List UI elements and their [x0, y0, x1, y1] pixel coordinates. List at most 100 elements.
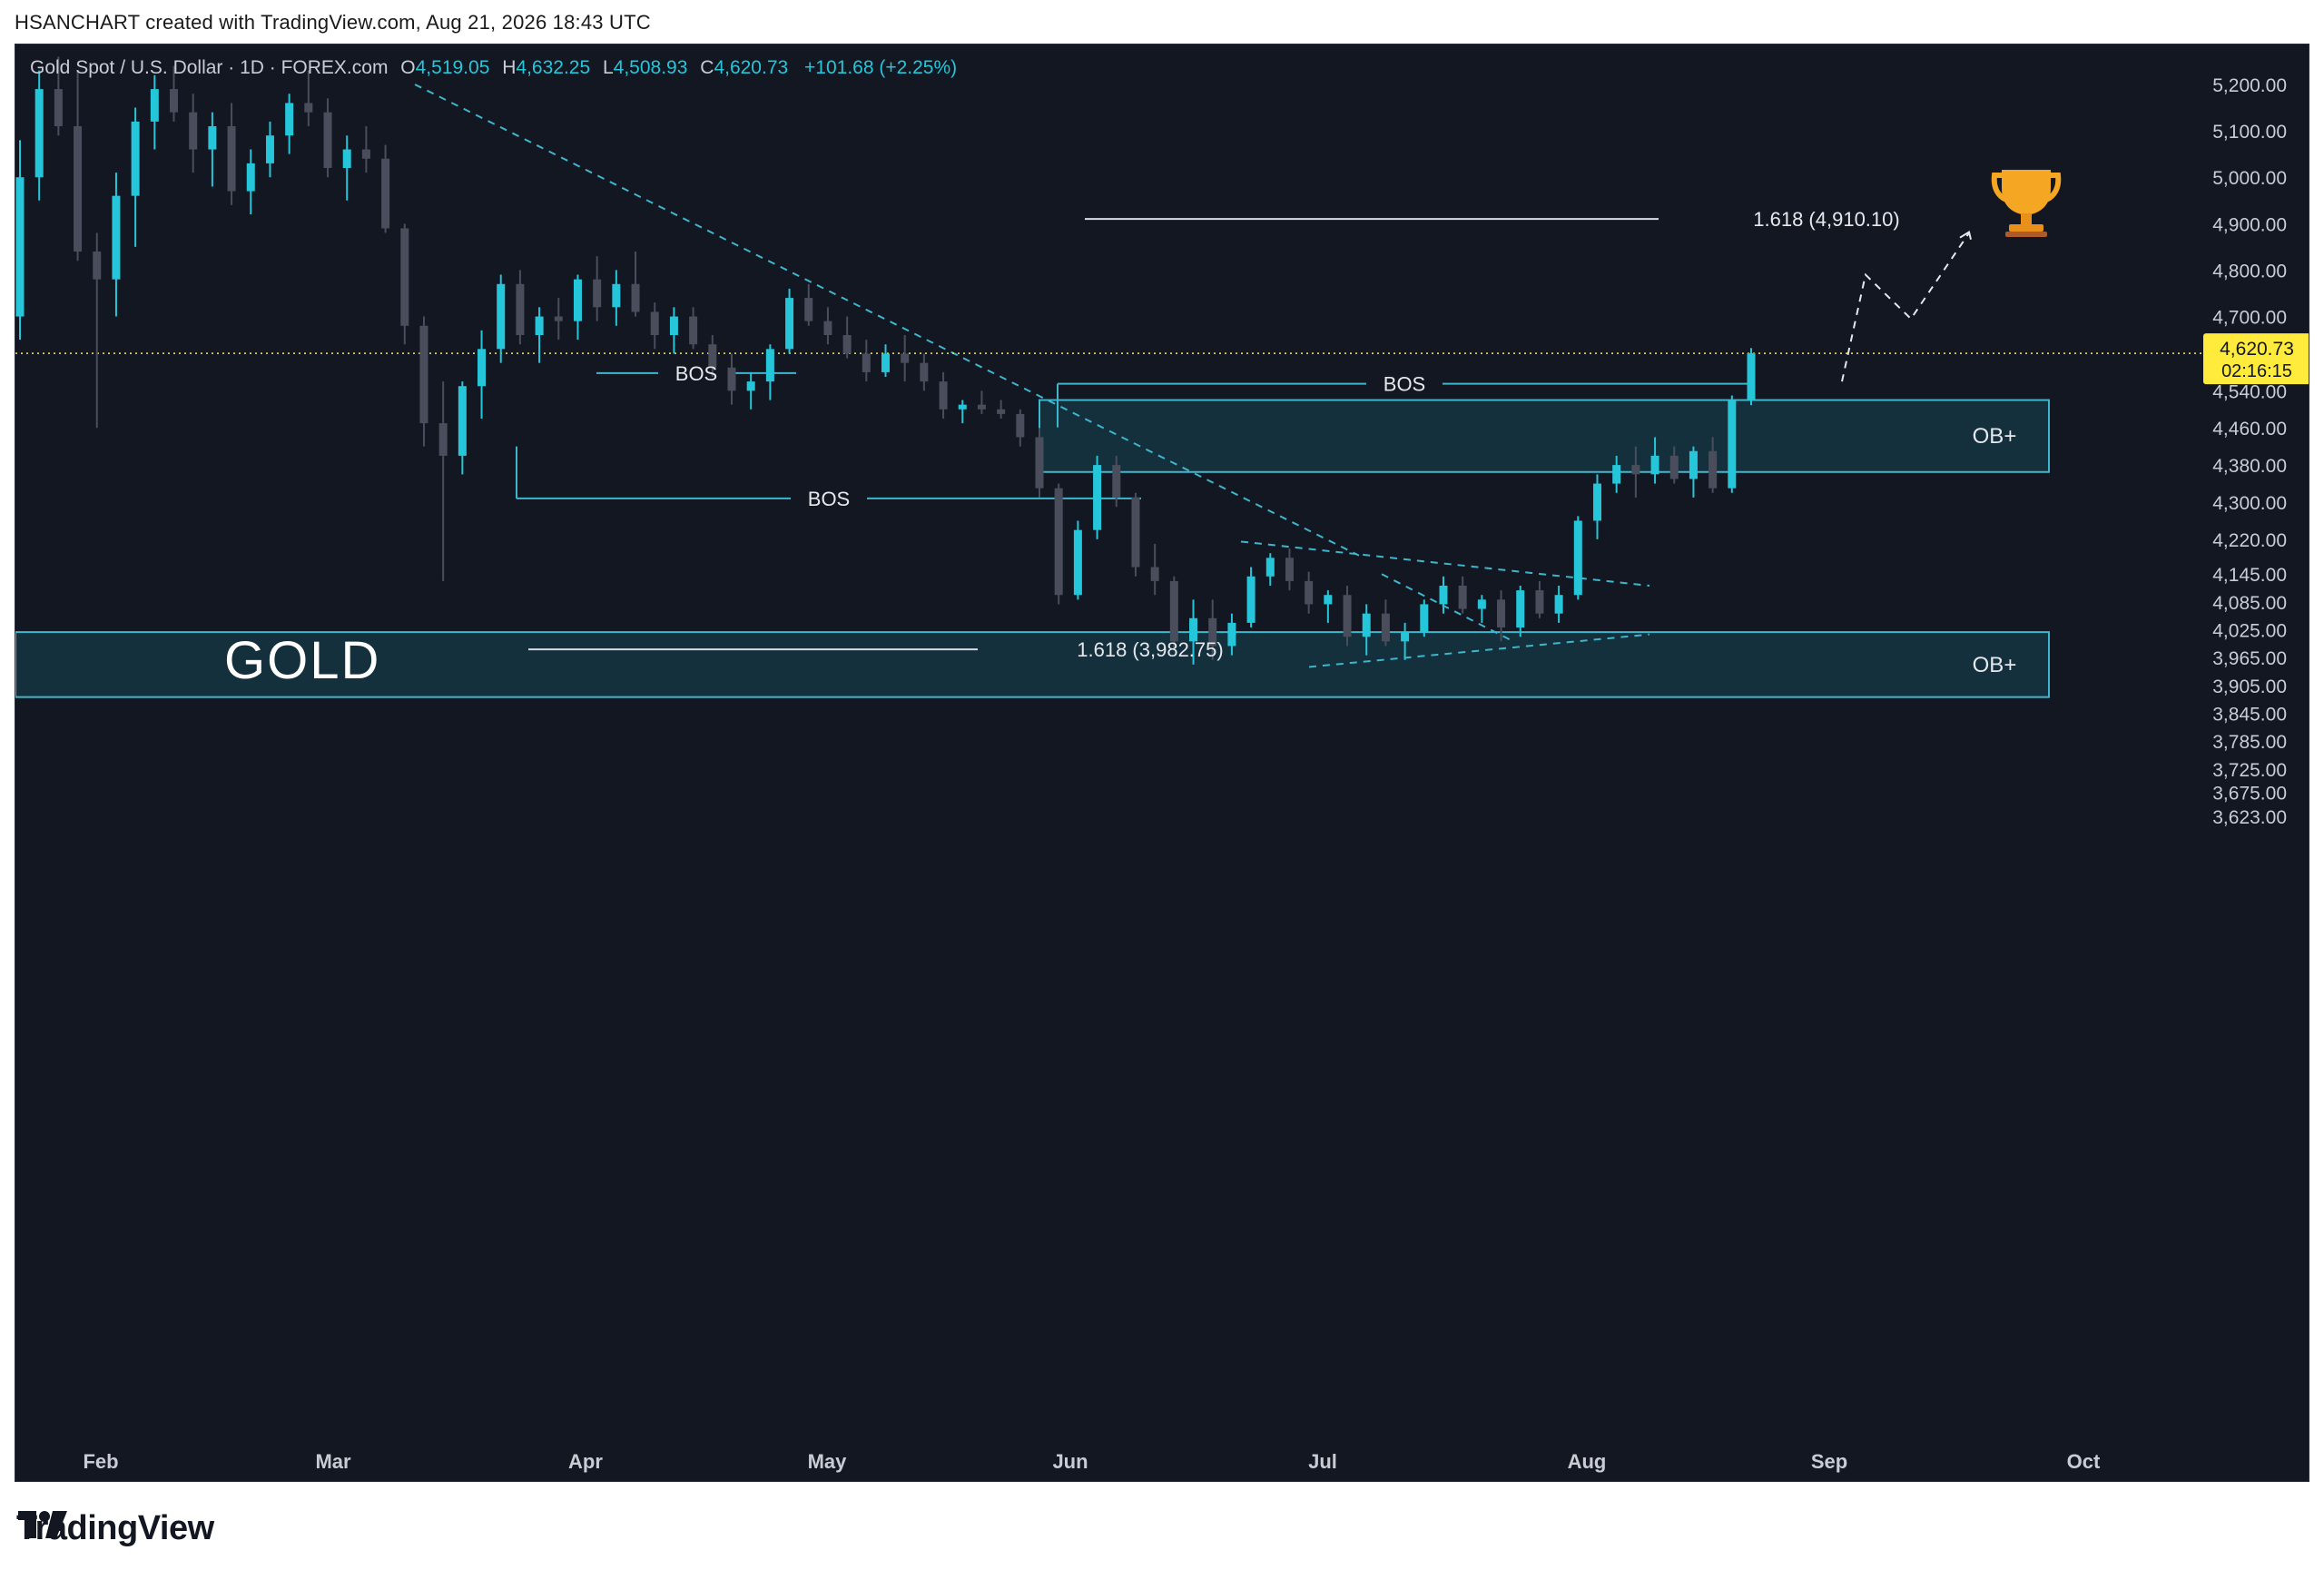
- price-tick-label: 4,460.00: [2212, 419, 2287, 439]
- candle: [1227, 613, 1236, 656]
- trophy-icon: [1991, 170, 2062, 237]
- change-value: +101.68 (+2.25%): [804, 57, 958, 78]
- order-block-zone: [1039, 399, 2050, 473]
- candle: [54, 56, 63, 136]
- candle-body: [516, 283, 525, 335]
- candle: [285, 94, 294, 154]
- candle-body: [593, 279, 602, 308]
- price-tick-label: 3,675.00: [2212, 783, 2287, 804]
- candle-body: [497, 283, 506, 350]
- candle-body: [1554, 595, 1563, 614]
- candle-body: [1669, 455, 1679, 479]
- price-tick-label: 3,965.00: [2212, 648, 2287, 669]
- candle: [516, 270, 525, 345]
- candle-body: [1439, 586, 1448, 605]
- trend-overlays: [15, 84, 2212, 668]
- candle-body: [285, 103, 294, 136]
- candle: [1669, 446, 1679, 484]
- candle: [689, 307, 698, 350]
- candle-body: [746, 381, 755, 391]
- candle: [1573, 516, 1582, 600]
- price-tick-label: 4,380.00: [2212, 456, 2287, 477]
- candle-body: [1150, 567, 1159, 581]
- candle: [1381, 599, 1390, 647]
- candle: [1709, 437, 1718, 493]
- candle-body: [1305, 580, 1314, 605]
- candle-body: [74, 126, 83, 252]
- candle-body: [1535, 590, 1544, 614]
- candle: [170, 65, 179, 122]
- last-price-value: 4,620.73: [2220, 339, 2294, 360]
- candle: [804, 283, 813, 326]
- ohlc-legend: Gold Spot / U.S. Dollar · 1D · FOREX.com…: [30, 57, 957, 79]
- time-tick-label: Sep: [1811, 1450, 1847, 1473]
- price-tick-label: 4,220.00: [2212, 530, 2287, 551]
- order-block-label: OB+: [1973, 424, 2017, 449]
- chart-panel[interactable]: Gold Spot / U.S. Dollar · 1D · FOREX.com…: [15, 44, 2309, 1482]
- candle: [1689, 446, 1698, 498]
- candle: [1093, 455, 1102, 539]
- candle-body: [1401, 632, 1410, 642]
- candle: [1112, 455, 1121, 508]
- candle-body: [1208, 617, 1217, 647]
- candle: [1554, 586, 1563, 623]
- candle-body: [958, 404, 967, 410]
- candle-body: [150, 89, 159, 122]
- candle: [901, 335, 910, 382]
- candle: [1169, 576, 1178, 651]
- candle-body: [342, 149, 351, 168]
- candle-body: [208, 126, 217, 150]
- price-tick-label: 3,845.00: [2212, 705, 2287, 726]
- candle-body: [1246, 576, 1256, 623]
- candle-body: [1093, 465, 1102, 530]
- candle-body: [381, 158, 390, 229]
- chart-title: GOLD: [224, 631, 380, 690]
- candle: [920, 353, 929, 391]
- bar-countdown: 02:16:15: [2221, 361, 2292, 381]
- candle-body: [1631, 465, 1640, 475]
- tradingview-logo-icon: [18, 1511, 67, 1538]
- price-tick-label: 3,785.00: [2212, 732, 2287, 753]
- order-block-zones: OB+ OB+: [15, 399, 2050, 698]
- candle-body: [1362, 613, 1371, 637]
- candle: [342, 135, 351, 201]
- candle: [1343, 586, 1352, 647]
- candle-body: [112, 195, 121, 280]
- fibonacci-level-label: 1.618 (3,982.75): [1077, 638, 1223, 661]
- time-tick-label: Aug: [1568, 1450, 1607, 1473]
- candle-body: [997, 409, 1006, 414]
- candle: [1612, 455, 1621, 493]
- candle: [939, 371, 948, 419]
- candle: [478, 330, 487, 419]
- candle: [1285, 548, 1294, 591]
- price-tick-label: 3,623.00: [2212, 807, 2287, 828]
- close-value: 4,620.73: [714, 57, 789, 78]
- candle-body: [1131, 497, 1140, 568]
- fibonacci-level-label: 1.618 (4,910.10): [1753, 208, 1899, 231]
- candle-body: [573, 279, 582, 321]
- candle-body: [265, 135, 274, 163]
- candle-body: [1054, 488, 1063, 596]
- symbol-label[interactable]: Gold Spot / U.S. Dollar · 1D · FOREX.com: [30, 57, 389, 78]
- time-tick-label: May: [808, 1450, 848, 1473]
- candle: [93, 232, 102, 429]
- candle-body: [478, 349, 487, 387]
- candle: [34, 70, 44, 201]
- price-chart[interactable]: OB+ OB+ BOS BOS BOS 1.618 (4,910.10) 1.618 (3…: [15, 44, 2309, 1481]
- candle: [1305, 571, 1314, 614]
- candle-body: [34, 89, 44, 178]
- candle: [881, 344, 890, 377]
- candle-body: [1516, 590, 1525, 627]
- time-tick-label: Oct: [2067, 1450, 2101, 1473]
- price-axis[interactable]: 5,200.00 5,100.00 5,000.00 4,900.00 4,800.00…: [2203, 75, 2309, 828]
- time-axis[interactable]: Feb Mar Apr May Jun Jul Aug Sep Oct: [83, 1450, 2101, 1473]
- candle: [1054, 483, 1063, 605]
- order-block-zone: [15, 631, 2050, 698]
- candle-body: [708, 344, 717, 368]
- candle-body: [1112, 465, 1121, 498]
- candle-body: [1324, 595, 1333, 605]
- price-tick-label: 4,540.00: [2212, 381, 2287, 402]
- candle-body: [1612, 465, 1621, 484]
- candle: [112, 173, 121, 317]
- candle-body: [246, 163, 255, 192]
